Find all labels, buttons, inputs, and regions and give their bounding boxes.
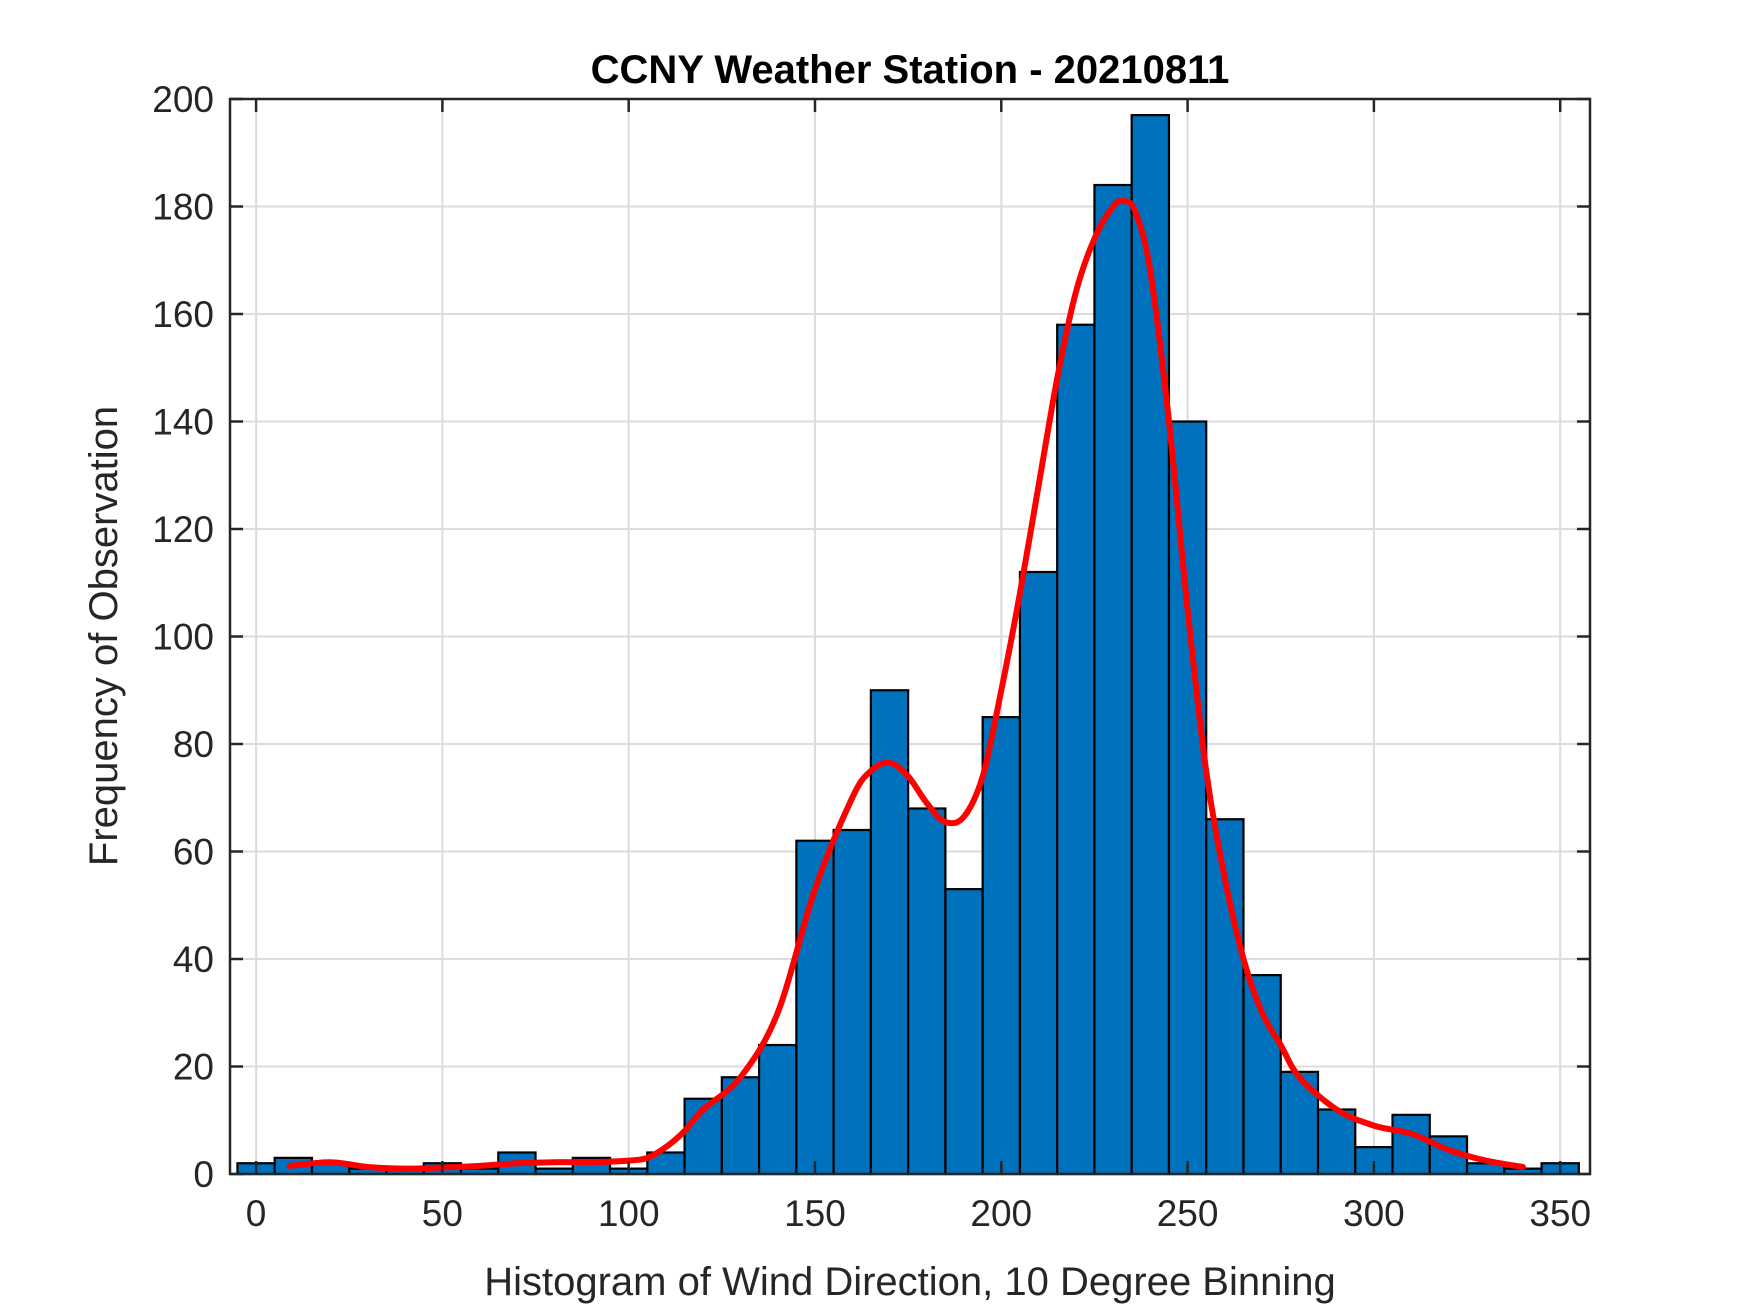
y-tick-label: 60 bbox=[173, 832, 214, 873]
histogram-bar bbox=[832, 828, 872, 1176]
histogram-bar bbox=[1242, 974, 1282, 1176]
density-fit-curve bbox=[286, 197, 1526, 1172]
chart-title: CCNY Weather Station - 20210811 bbox=[591, 48, 1230, 92]
x-axis-label: Histogram of Wind Direction, 10 Degree B… bbox=[484, 1260, 1336, 1304]
histogram-bar bbox=[1391, 1113, 1431, 1176]
x-tick-label: 250 bbox=[1157, 1193, 1219, 1234]
y-tick-label: 40 bbox=[173, 939, 214, 980]
x-tick-label: 100 bbox=[598, 1193, 660, 1234]
x-tick-label: 300 bbox=[1343, 1193, 1405, 1234]
histogram-bars bbox=[236, 114, 1580, 1176]
histogram-bar bbox=[981, 716, 1022, 1176]
y-tick-label: 120 bbox=[152, 509, 214, 550]
x-tick-label: 0 bbox=[246, 1193, 267, 1234]
x-tick-label: 50 bbox=[422, 1193, 463, 1234]
x-tick-labels: 0 50 100 150 200 250 300 350 bbox=[246, 1193, 1591, 1234]
histogram-bar bbox=[907, 807, 947, 1176]
y-tick-label: 180 bbox=[152, 187, 214, 228]
y-tick-label: 140 bbox=[152, 402, 214, 443]
y-tick-label: 80 bbox=[173, 724, 214, 765]
histogram-bar bbox=[1018, 570, 1059, 1176]
y-tick-label: 160 bbox=[152, 294, 214, 335]
histogram-bar bbox=[1167, 420, 1208, 1176]
y-tick-label: 200 bbox=[152, 79, 214, 120]
axis-ticks bbox=[230, 97, 1590, 1176]
x-tick-label: 350 bbox=[1529, 1193, 1591, 1234]
histogram-bar bbox=[757, 1043, 798, 1176]
y-tick-label: 0 bbox=[193, 1154, 214, 1195]
histogram-bar bbox=[1056, 323, 1096, 1176]
histogram-bar bbox=[944, 888, 984, 1176]
y-tick-label: 100 bbox=[152, 617, 214, 658]
x-tick-label: 200 bbox=[970, 1193, 1032, 1234]
y-axis-label: Frequency of Observation bbox=[82, 406, 126, 866]
y-tick-labels: 0 20 40 60 80 100 120 140 160 180 200 bbox=[152, 79, 214, 1195]
x-tick-label: 150 bbox=[784, 1193, 846, 1234]
histogram-bar bbox=[1093, 183, 1133, 1176]
y-tick-label: 20 bbox=[173, 1047, 214, 1088]
